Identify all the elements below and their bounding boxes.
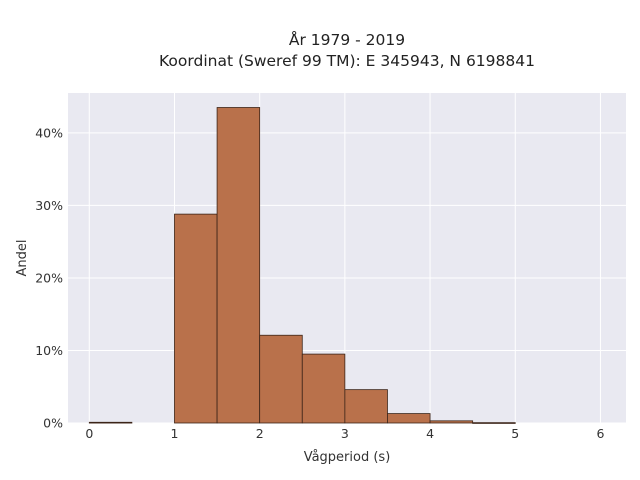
x-axis-ticks: 0 1 2 3 4 5 6 <box>85 426 604 441</box>
x-tick-label: 5 <box>511 426 519 441</box>
histogram-bars <box>88 107 516 424</box>
y-axis-ticks: 0% 10% 20% 30% 40% <box>35 125 63 430</box>
chart-title-line-1: År 1979 - 2019 <box>289 30 405 49</box>
x-tick-label: 6 <box>596 426 604 441</box>
histogram-bar <box>429 420 474 424</box>
histogram-bar <box>472 422 516 424</box>
histogram-bar <box>387 413 431 424</box>
histogram-bar <box>216 107 261 424</box>
x-tick-label: 1 <box>171 426 179 441</box>
y-tick-label: 40% <box>35 125 63 140</box>
histogram-bar <box>174 213 218 424</box>
y-axis-label: Andel <box>15 240 30 277</box>
histogram-bar <box>259 334 303 424</box>
histogram-bar <box>344 389 388 424</box>
histogram-bar <box>301 353 346 424</box>
y-tick-label: 10% <box>35 343 63 358</box>
histogram-bar <box>88 421 133 424</box>
plot-area <box>68 93 626 423</box>
x-tick-label: 0 <box>85 426 93 441</box>
x-tick-label: 3 <box>341 426 349 441</box>
x-axis-label: Vågperiod (s) <box>304 450 391 465</box>
y-tick-label: 20% <box>35 270 63 285</box>
x-tick-label: 2 <box>256 426 264 441</box>
chart-title-line-2: Koordinat (Sweref 99 TM): E 345943, N 61… <box>159 52 535 70</box>
y-gridlines <box>68 132 626 424</box>
y-tick-label: 30% <box>35 198 63 213</box>
y-tick-label: 0% <box>43 416 63 431</box>
x-tick-label: 4 <box>426 426 434 441</box>
